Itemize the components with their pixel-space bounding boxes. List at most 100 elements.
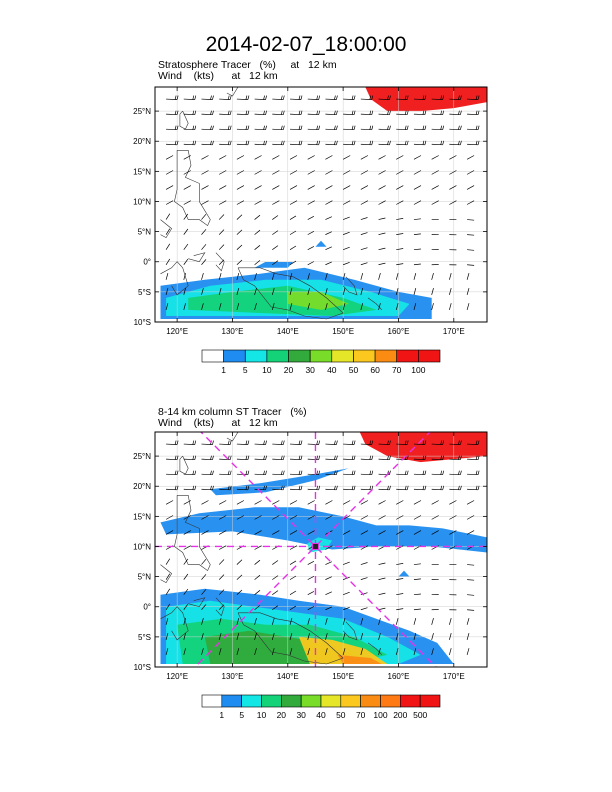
wind-barb-flag2-217 — [192, 470, 195, 475]
coastline-6 — [367, 642, 383, 656]
wind-barb-197 — [466, 155, 475, 160]
wind-barb-flag-216 — [176, 470, 179, 475]
wind-barb-flag2-248 — [422, 455, 425, 460]
wind-barb-102 — [378, 232, 386, 235]
wind-barb-flag-210 — [389, 140, 391, 145]
wind-barb-161 — [466, 530, 475, 535]
wind-barb-54 — [165, 258, 171, 265]
wind-barb-flag2-263 — [369, 440, 372, 445]
wind-barb-flag-234 — [176, 110, 179, 115]
wind-barb-flag-240 — [282, 455, 285, 460]
wind-barb-flag2-245 — [369, 455, 372, 460]
wind-barb-175 — [396, 515, 404, 520]
wind-barb-52 — [449, 618, 452, 625]
wind-barb-flag-205 — [300, 485, 303, 490]
wind-barb-flag2-239 — [263, 455, 265, 460]
wind-barb-flag2-257 — [263, 95, 265, 100]
wind-barb-flag2-225 — [334, 470, 336, 475]
wind-barb-195 — [431, 155, 439, 160]
wind-barb-191 — [360, 500, 369, 505]
wind-barb-flag2-201 — [227, 140, 230, 145]
wind-barb-flag-199 — [194, 140, 197, 145]
colorbar-label-3: 20 — [284, 365, 294, 375]
wind-barb-flag2-265 — [404, 95, 407, 100]
page-title: 2014-02-07_18:00:00 — [205, 33, 407, 56]
wind-barb-flag-223 — [300, 125, 303, 130]
wind-barb-119 — [360, 562, 368, 565]
wind-barb-flag2-255 — [227, 95, 230, 100]
wind-barb-187 — [289, 500, 298, 505]
wind-barb-78 — [272, 245, 279, 250]
tracer-region-6 — [315, 240, 327, 247]
wind-barb-flag-199 — [194, 485, 197, 490]
x-tick-label-3: 150°E — [332, 327, 354, 336]
wind-barb-179 — [466, 515, 475, 520]
wind-barb-flag2-207 — [334, 140, 336, 145]
wind-barb-flag-216 — [176, 125, 179, 130]
wind-barb-64 — [343, 606, 350, 611]
wind-barb-95 — [254, 229, 261, 235]
wind-barb-76 — [236, 589, 243, 595]
wind-barb-172 — [342, 515, 351, 520]
colorbar-box-1 — [221, 694, 242, 708]
wind-barb-182 — [201, 500, 209, 505]
wind-barb-31 — [395, 633, 399, 640]
y-tick-label-0: 25°N — [133, 107, 151, 116]
wind-barb-148 — [236, 530, 245, 535]
cross-diag-2 — [193, 432, 431, 667]
wind-barb-flag-251 — [477, 455, 480, 460]
wind-barb-194 — [413, 155, 422, 160]
wind-barb-flag2-264 — [387, 440, 389, 445]
wind-barb-20 — [201, 633, 204, 640]
colorbar-label-5: 40 — [316, 710, 326, 720]
wind-barb-1 — [183, 648, 186, 656]
wind-barb-133 — [289, 545, 298, 550]
wind-barb-75 — [218, 244, 225, 250]
wind-barb-0 — [165, 648, 169, 656]
wind-barb-50 — [413, 273, 417, 280]
wind-barb-75 — [218, 589, 225, 595]
y-tick-label-7: 10°S — [134, 663, 151, 672]
wind-barb-flag2-252 — [174, 440, 177, 445]
wind-barb-4 — [236, 648, 240, 656]
wind-barb-25 — [289, 288, 293, 295]
wind-barb-flag2-222 — [280, 470, 283, 475]
wind-barb-flag2-259 — [298, 440, 301, 445]
wind-barb-191 — [360, 155, 369, 160]
wind-barb-158 — [413, 530, 422, 535]
wind-barb-25 — [289, 633, 293, 640]
wind-barb-flag2-267 — [440, 95, 443, 100]
wind-barb-188 — [307, 500, 315, 505]
wind-barb-flag-231 — [442, 470, 445, 475]
wind-barb-48 — [378, 618, 381, 625]
wind-barb-186 — [272, 155, 280, 160]
wind-barb-flag-247 — [406, 455, 409, 460]
wind-barb-76 — [236, 244, 243, 250]
wind-barb-159 — [431, 185, 439, 190]
wind-barb-129 — [219, 200, 227, 205]
coastlines — [160, 86, 383, 320]
colorbar-box-2 — [241, 694, 262, 708]
wind-barb-144 — [165, 185, 174, 190]
wind-barb-66 — [378, 607, 386, 611]
wind-barb-145 — [183, 530, 191, 535]
wind-barb-flag2-221 — [263, 125, 265, 130]
wind-barb-flag2-208 — [351, 140, 354, 145]
wind-barb-flag-241 — [300, 110, 303, 115]
wind-barb-10 — [342, 303, 346, 311]
wind-barb-flag2-266 — [422, 440, 425, 445]
wind-barb-91 — [183, 573, 189, 580]
wind-barb-86 — [413, 248, 421, 251]
center-marker — [311, 542, 319, 550]
wind-barb-flag-230 — [424, 125, 427, 130]
wind-barb-95 — [254, 574, 261, 580]
wind-barb-129 — [219, 545, 227, 550]
wind-barb-flag2-236 — [210, 110, 212, 115]
coastline-0 — [179, 455, 189, 475]
wind-barb-flag2-240 — [280, 455, 283, 460]
wind-barb-99 — [325, 231, 332, 235]
coastline-5 — [342, 276, 358, 296]
coastlines — [160, 431, 383, 665]
tracer-region-5 — [254, 261, 294, 268]
coastline-4 — [237, 267, 344, 320]
